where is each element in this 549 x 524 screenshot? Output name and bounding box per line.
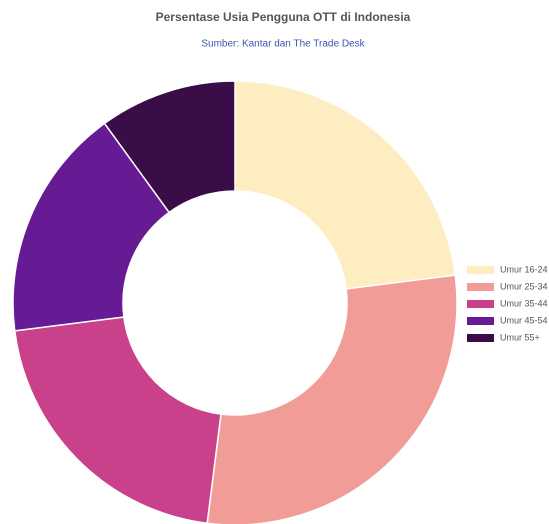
donut-slice xyxy=(234,80,457,290)
legend-swatch xyxy=(467,300,494,308)
legend-swatch xyxy=(467,283,494,291)
legend-swatch xyxy=(467,334,494,342)
legend-swatch xyxy=(467,317,494,325)
donut-slice xyxy=(206,274,458,524)
donut-slice xyxy=(13,316,222,524)
legend-label: Umur 55+ xyxy=(500,332,540,342)
chart-title: Persentase Usia Pengguna OTT di Indonesi… xyxy=(156,10,411,24)
legend-label: Umur 35-44 xyxy=(500,298,548,308)
legend-label: Umur 25-34 xyxy=(500,281,548,291)
donut-slice xyxy=(12,122,171,332)
legend-label: Umur 45-54 xyxy=(500,315,548,325)
legend-swatch xyxy=(467,266,494,274)
legend-label: Umur 16-24 xyxy=(500,264,548,274)
donut-slice xyxy=(103,80,236,214)
chart-subtitle: Sumber: Kantar dan The Trade Desk xyxy=(201,39,365,50)
